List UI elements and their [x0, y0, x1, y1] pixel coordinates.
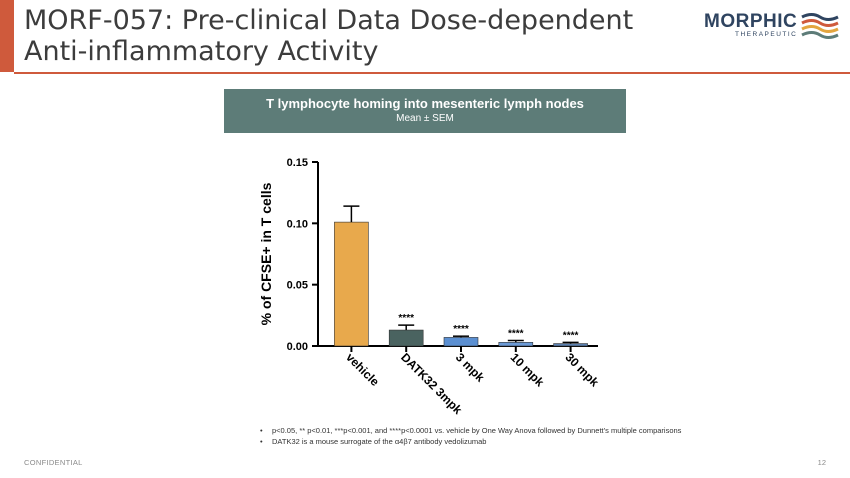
logo-subtitle: THERAPEUTIC: [735, 31, 798, 38]
title-accent-bar: [0, 0, 14, 72]
confidential-label: CONFIDENTIAL: [24, 458, 83, 467]
page-number: 12: [817, 458, 826, 467]
y-tick-label: 0.05: [287, 280, 308, 292]
bar-chart: 0.00 0.05 0.10 0.15 % of CFSE+ in T cells veh…: [258, 157, 602, 417]
x-tick-label: 3 mpk: [453, 350, 488, 385]
bar: [443, 337, 479, 347]
slide-title: MORF-057: Pre-clinical Data Dose-depende…: [24, 5, 634, 67]
footnote-item: DATK32 is a mouse surrogate of the α4β7 …: [260, 436, 681, 447]
y-tick-label: 0.10: [287, 218, 308, 230]
x-tick-label: 30 mpk: [562, 350, 601, 389]
footnotes: p<0.05, ** p<0.01, ***p<0.001, and ****p…: [260, 425, 681, 447]
logo-waves-icon: [801, 13, 839, 39]
significance-label: ****: [453, 324, 469, 335]
banner-subtitle: Mean ± SEM: [396, 113, 454, 124]
significance-label: ****: [508, 328, 524, 339]
morphic-logo: MORPHIC THERAPEUTIC: [702, 11, 842, 43]
y-tick-label: 0.15: [287, 157, 308, 169]
y-tick-label: 0.00: [287, 341, 308, 353]
significance-label: ****: [563, 330, 579, 341]
y-axis-title: % of CFSE+ in T cells: [258, 182, 274, 325]
significance-label: ****: [398, 313, 414, 324]
banner-title: T lymphocyte homing into mesenteric lymp…: [266, 96, 584, 111]
logo-wordmark: MORPHIC: [704, 11, 798, 32]
title-divider: [14, 72, 850, 74]
bar: [334, 221, 369, 347]
footnote-item: p<0.05, ** p<0.01, ***p<0.001, and ****p…: [260, 425, 681, 436]
x-tick-label: vehicle: [343, 350, 382, 389]
bar: [553, 343, 588, 347]
chart-banner: T lymphocyte homing into mesenteric lymp…: [224, 89, 626, 133]
x-tick-label: 10 mpk: [508, 350, 547, 389]
bar: [498, 342, 534, 347]
bar: [388, 329, 424, 347]
